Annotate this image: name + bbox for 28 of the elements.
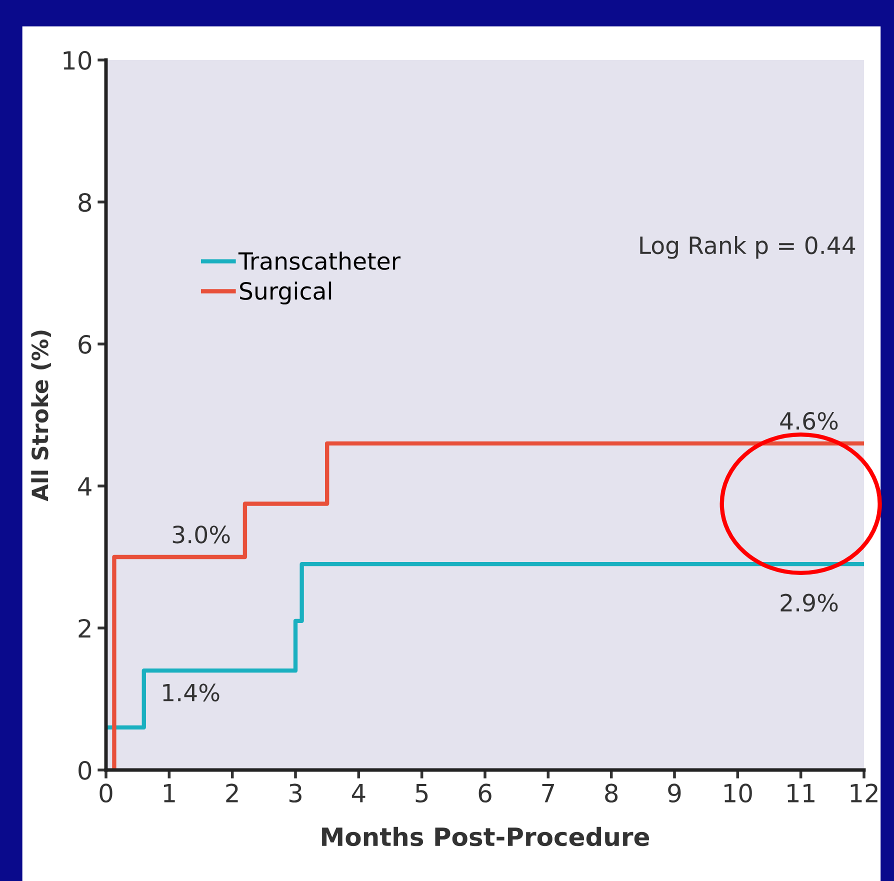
annotation: 2.9% bbox=[780, 594, 838, 612]
annotation: 1.4% bbox=[163, 684, 220, 702]
y-tick-label: 4 bbox=[78, 477, 92, 496]
x-tick-label: 5 bbox=[416, 784, 428, 803]
y-tick-label: 8 bbox=[78, 192, 92, 212]
x-tick-label: 6 bbox=[478, 784, 492, 803]
x-tick-label: 1 bbox=[164, 784, 175, 802]
y-axis-title: All Stroke (%) bbox=[31, 330, 51, 502]
y-tick-label: 10 bbox=[64, 50, 92, 70]
y-tick-label: 2 bbox=[78, 618, 90, 638]
annotation: Log Rank p = 0.44 bbox=[640, 236, 856, 259]
legend-label: Surgical bbox=[240, 282, 332, 304]
y-tick-label: 6 bbox=[78, 334, 92, 354]
x-tick-label: 8 bbox=[605, 784, 618, 803]
x-tick-label: 7 bbox=[542, 784, 554, 802]
legend-label: Transcatheter bbox=[238, 252, 401, 270]
annotation: 4.6% bbox=[780, 412, 838, 430]
x-tick-label: 4 bbox=[352, 784, 366, 802]
x-tick-label: 10 bbox=[724, 784, 752, 803]
x-tick-label: 9 bbox=[668, 784, 681, 803]
y-tick-label: 0 bbox=[78, 760, 92, 780]
x-tick-label: 12 bbox=[850, 784, 878, 802]
x-tick-label: 0 bbox=[100, 784, 112, 803]
x-axis-title: Months Post-Procedure bbox=[322, 826, 650, 846]
x-tick-label: 2 bbox=[226, 784, 238, 802]
annotation: 3.0% bbox=[172, 526, 230, 544]
x-tick-label: 3 bbox=[289, 784, 302, 803]
x-tick-label: 11 bbox=[788, 784, 814, 802]
